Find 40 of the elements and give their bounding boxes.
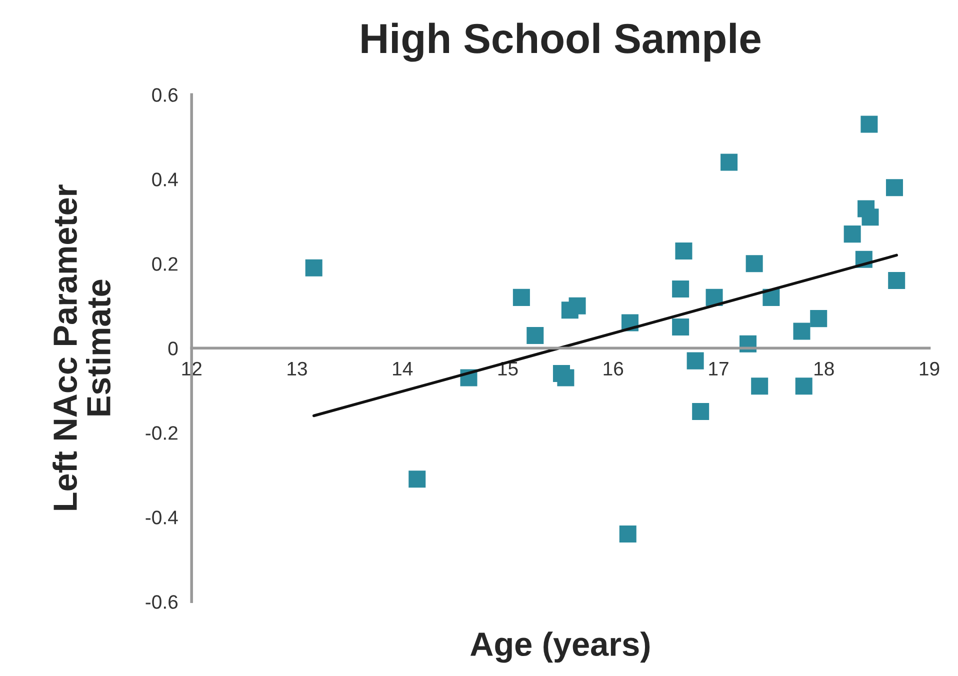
point (686, 352, 704, 370)
point (795, 378, 812, 395)
point (526, 326, 544, 344)
y-tick-label: 0 (168, 342, 178, 356)
x-tick-label: 13 (288, 362, 307, 376)
point (888, 272, 906, 290)
x-tick-label: 12 (182, 362, 202, 376)
point (746, 255, 763, 272)
x-axis-title: Age (years) (470, 632, 650, 663)
y-tick-label: 0.4 (152, 172, 178, 186)
point (305, 259, 322, 276)
y-tick-label: -0.2 (146, 426, 178, 440)
point (810, 310, 828, 328)
x-tick-label: 17 (709, 362, 728, 376)
x-tick-label: 19 (920, 362, 940, 376)
point (672, 280, 690, 298)
point (619, 526, 636, 543)
point (751, 378, 768, 395)
point (557, 369, 574, 386)
y-tick-label: 0.2 (152, 257, 178, 271)
x-tick-label: 16 (604, 362, 624, 376)
y-tick-label: -0.4 (146, 510, 178, 524)
point (860, 116, 878, 133)
point (675, 242, 692, 260)
x-tick-label: 14 (393, 362, 413, 376)
point (672, 318, 690, 336)
y-axis-title: Left NAcc Parameter Estimate (52, 184, 111, 510)
y-tick-label: -0.6 (146, 595, 178, 609)
point (720, 154, 738, 171)
point (886, 179, 903, 196)
x-tick-label: 18 (814, 362, 834, 376)
y-tick-label: 0.6 (152, 88, 178, 102)
point (844, 226, 861, 243)
chart-title: High School Sample (362, 22, 760, 62)
point (512, 288, 530, 306)
point (568, 297, 586, 314)
point (408, 470, 426, 488)
point (793, 322, 810, 340)
point (692, 403, 710, 420)
point (862, 208, 879, 226)
